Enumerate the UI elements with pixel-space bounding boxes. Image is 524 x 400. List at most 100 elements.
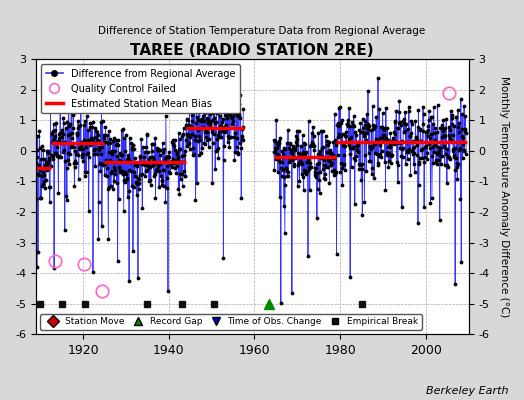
Point (394, 179, 402, 185)
Point (326, 146, 334, 153)
Point (379, 132, 387, 138)
Point (140, 149, 149, 156)
Point (194, 137, 203, 144)
Point (409, 144, 417, 151)
Point (76, 122, 84, 128)
Point (52, 120, 60, 126)
Point (427, 200, 435, 206)
Point (233, 112, 242, 118)
Point (341, 133, 350, 140)
Point (307, 143, 315, 149)
Point (189, 152, 197, 158)
Point (202, 115, 211, 121)
Point (444, 154, 452, 160)
Point (93, 137, 102, 143)
Point (41, 177, 50, 184)
Point (215, 134, 224, 141)
Point (383, 149, 391, 155)
Point (219, 116, 227, 123)
Point (163, 174, 171, 181)
Point (238, 136, 246, 142)
Point (369, 122, 377, 128)
Point (377, 124, 385, 131)
Point (374, 162, 383, 168)
Point (62, 165, 71, 172)
Point (185, 132, 194, 138)
Point (147, 182, 155, 188)
Point (46, 199, 54, 205)
Point (390, 118, 399, 124)
Point (52, 150, 60, 157)
Point (54, 154, 63, 160)
Point (353, 143, 361, 149)
Point (436, 125, 444, 131)
Point (218, 118, 226, 125)
Point (387, 160, 395, 166)
Point (75, 123, 84, 129)
Point (285, 144, 293, 151)
Point (100, 139, 108, 146)
Point (323, 157, 332, 163)
Point (461, 113, 470, 119)
Point (293, 136, 301, 142)
Point (192, 99, 201, 105)
Point (407, 130, 415, 136)
Point (432, 129, 441, 136)
Point (129, 142, 137, 148)
Point (391, 119, 400, 125)
Point (86, 124, 94, 131)
Point (80, 136, 89, 143)
Point (284, 127, 292, 134)
Point (116, 168, 125, 175)
Point (390, 128, 399, 135)
Point (96, 118, 105, 125)
Point (399, 116, 408, 122)
Point (49, 156, 57, 162)
Point (434, 157, 443, 164)
Point (129, 146, 138, 152)
Point (296, 150, 304, 157)
Point (270, 167, 279, 173)
Point (218, 128, 226, 134)
Point (207, 118, 215, 124)
Point (133, 163, 141, 170)
Point (69, 112, 77, 118)
Point (399, 118, 408, 124)
Point (160, 146, 169, 152)
Point (451, 166, 459, 173)
Point (449, 148, 457, 154)
Point (419, 121, 428, 128)
Point (444, 154, 453, 160)
Point (112, 136, 120, 143)
Point (385, 151, 393, 157)
Point (180, 168, 189, 175)
Point (210, 131, 219, 138)
Point (145, 178, 153, 184)
Point (48, 129, 57, 136)
Point (154, 146, 162, 153)
Point (358, 116, 367, 122)
Point (60, 147, 69, 154)
Point (402, 121, 410, 128)
Point (209, 110, 217, 116)
Point (371, 150, 379, 156)
Point (48, 138, 56, 145)
Point (378, 110, 387, 116)
Point (346, 274, 354, 280)
Point (78, 154, 86, 160)
Point (212, 119, 221, 126)
Point (59, 149, 67, 156)
Point (238, 125, 246, 132)
Point (288, 153, 297, 160)
Point (314, 150, 322, 157)
Point (390, 138, 398, 144)
Point (365, 149, 373, 156)
Point (34, 133, 42, 139)
Point (298, 161, 307, 167)
Point (279, 154, 288, 160)
Point (351, 200, 359, 207)
Point (147, 163, 156, 170)
Point (95, 144, 103, 150)
Point (214, 155, 223, 162)
Point (143, 166, 151, 173)
